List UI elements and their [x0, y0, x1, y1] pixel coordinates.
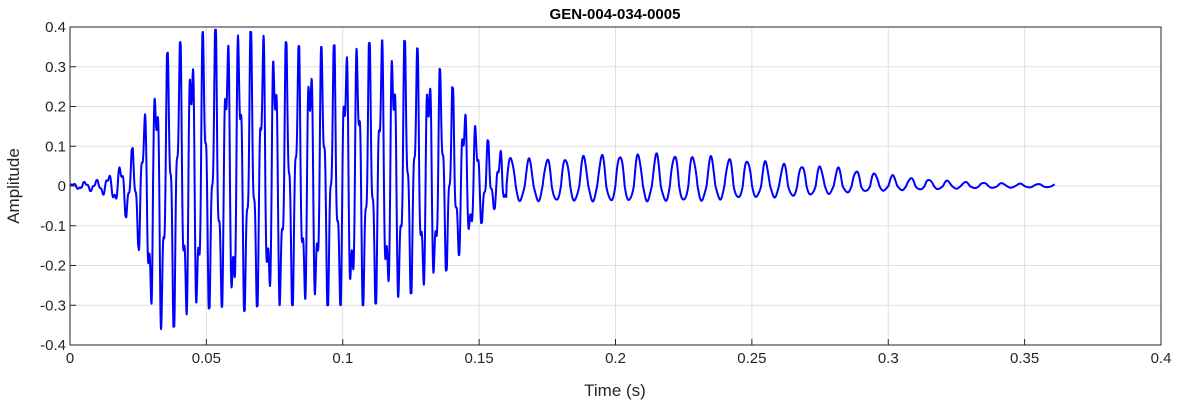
- y-tick-marks: [70, 26, 76, 346]
- x-tick-label: 0.15: [465, 350, 494, 367]
- y-tick-label: 0: [58, 178, 66, 195]
- x-tick-label: 0.35: [1010, 350, 1039, 367]
- chart-title: GEN-004-034-0005: [550, 6, 681, 23]
- y-tick-label: 0.3: [45, 59, 66, 76]
- x-tick-label: 0.05: [192, 350, 221, 367]
- x-axis-label: Time (s): [584, 381, 646, 400]
- y-tick-label: -0.1: [40, 218, 66, 235]
- x-tick-label: 0.4: [1151, 350, 1172, 367]
- x-tick-label: 0.3: [878, 350, 899, 367]
- waveform-series-line: [69, 28, 1056, 331]
- y-tick-label: 0.2: [45, 99, 66, 116]
- x-tick-labels: 0 0.05 0.1 0.15 0.2 0.25 0.3 0.35 0.4: [66, 350, 1172, 367]
- y-axis-label: Amplitude: [4, 148, 23, 224]
- y-tick-label: -0.2: [40, 258, 66, 275]
- y-tick-label: -0.4: [40, 337, 66, 354]
- x-tick-label: 0: [66, 350, 74, 367]
- x-tick-marks: [69, 339, 1162, 345]
- x-tick-label: 0.2: [605, 350, 626, 367]
- y-tick-label: 0.1: [45, 138, 66, 155]
- y-tick-labels: -0.4 -0.3 -0.2 -0.1 0 0.1 0.2 0.3 0.4: [40, 19, 66, 354]
- y-tick-label: -0.3: [40, 297, 66, 314]
- x-tick-label: 0.1: [332, 350, 353, 367]
- y-tick-label: 0.4: [45, 19, 66, 36]
- x-tick-label: 0.25: [737, 350, 766, 367]
